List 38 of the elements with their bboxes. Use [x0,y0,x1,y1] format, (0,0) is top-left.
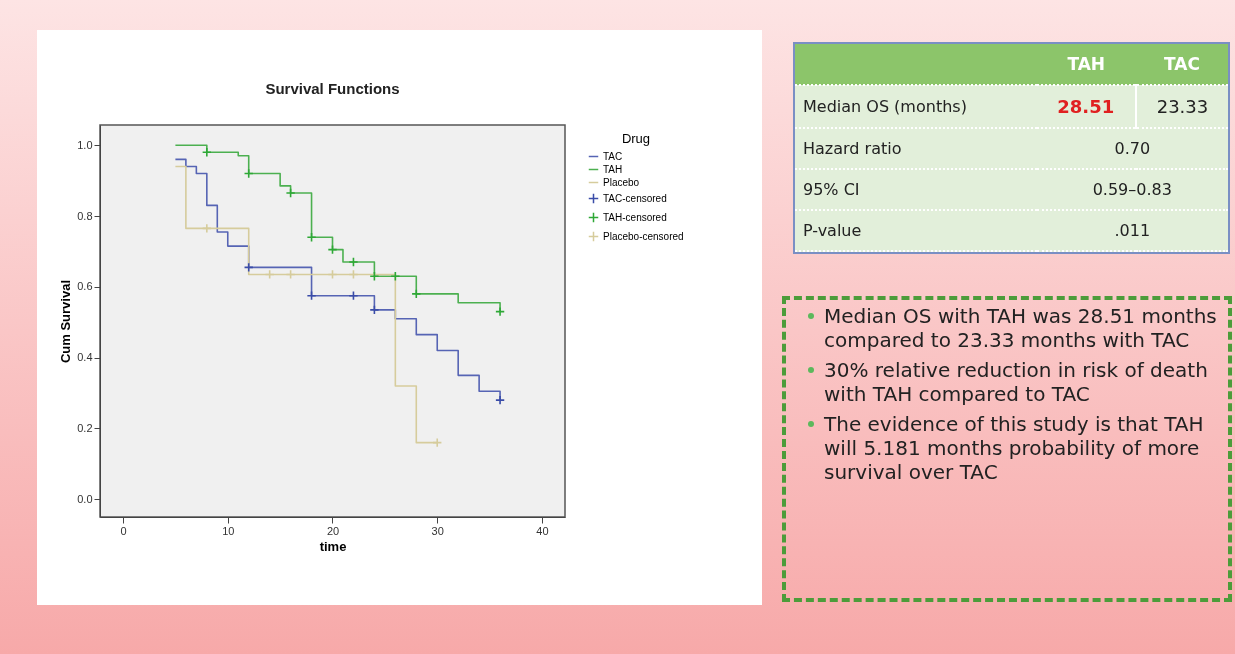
legend-label: TAC-censored [603,192,667,204]
x-tick-label: 10 [222,524,235,537]
text: 0.59–0.83 [1036,169,1228,210]
legend-label: TAH-censored [603,211,667,223]
y-tick-label: 0.6 [77,280,93,293]
text: .011 [1036,210,1228,251]
x-tick-label: 30 [431,524,444,537]
text: P-value [795,210,1037,251]
text: 30% relative reduction in risk of death with TAH compared to TAC [824,358,1209,406]
chart-title: Survival Functions [265,80,400,97]
legend-label: Placebo [603,176,640,188]
text: Hazard ratio [795,128,1037,169]
y-axis-title: Cum Survival [58,279,74,364]
legend-label: TAH [603,163,623,175]
y-tick-label: 0.0 [77,492,93,505]
x-tick-label: 20 [326,524,340,537]
legend-title: Drug [621,131,651,146]
text: TAH [1036,44,1136,85]
text: TAC [1135,44,1228,85]
x-tick-label: 0 [120,524,127,537]
point [201,147,212,158]
x-axis-title: time [319,538,347,554]
text: 0.70 [1036,128,1228,169]
x-tick-label: 40 [536,524,549,537]
legend-label: Placebo-censored [603,230,684,242]
point [495,395,506,406]
y-tick-label: 0.2 [77,421,93,434]
text: 28.51 [1036,85,1136,128]
text: Median OS (months) [795,85,1037,128]
text: The evidence of this study is that TAH will 5.181 months probability of more survival over TAC [824,412,1205,484]
point [411,288,422,299]
y-tick-label: 1.0 [77,138,93,151]
text: Median OS with TAH was 28.51 months compared to 23.33 months with TAC [824,304,1218,352]
legend-label: TAC [603,150,623,162]
text: 95% CI [795,169,1037,210]
text: 23.33 [1135,85,1228,128]
y-tick-label: 0.4 [77,351,93,364]
y-tick-label: 0.8 [77,209,93,222]
